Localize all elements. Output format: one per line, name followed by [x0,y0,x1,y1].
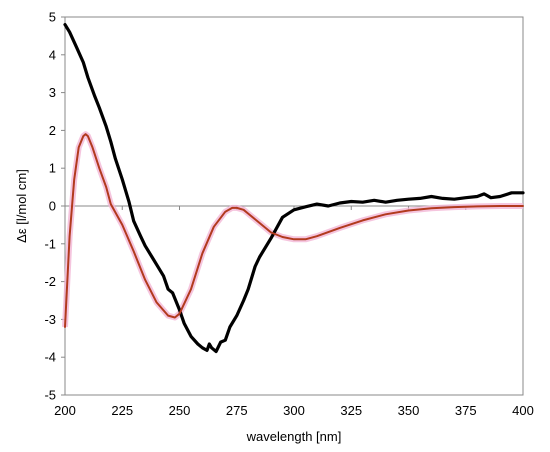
x-tick-label: 325 [340,403,362,418]
y-axis-title: Δε [l/mol cm] [14,169,29,243]
x-tick-label: 225 [111,403,133,418]
y-tick-label: 5 [49,10,56,25]
y-tick-label: -4 [44,350,56,365]
y-tick-label: 3 [49,85,56,100]
y-tick-label: -1 [44,236,56,251]
y-tick-label: 4 [49,47,56,62]
x-tick-label: 275 [226,403,248,418]
experimental-spectrum-line [63,23,525,354]
x-tick-label: 300 [283,403,305,418]
x-tick-label: 400 [512,403,534,418]
calculated-spectrum-line [64,133,524,328]
y-tick-label: 0 [49,199,56,214]
axes: -5 -4 -3 -2 -1 0 1 2 3 4 5 200 225 250 275 300 325 350 375… [44,10,533,419]
x-axis-title: wavelength [nm] [246,429,342,444]
x-tick-label: 250 [169,403,191,418]
x-tick-label: 350 [398,403,420,418]
y-tick-label: 2 [49,123,56,138]
x-tick-label: 200 [54,403,76,418]
y-tick-label: -2 [44,274,56,289]
y-tick-label: 1 [49,161,56,176]
y-tick-label: -5 [44,388,56,403]
series-layer [62,23,525,354]
y-tick-label: -3 [44,312,56,327]
x-tick-label: 375 [455,403,477,418]
